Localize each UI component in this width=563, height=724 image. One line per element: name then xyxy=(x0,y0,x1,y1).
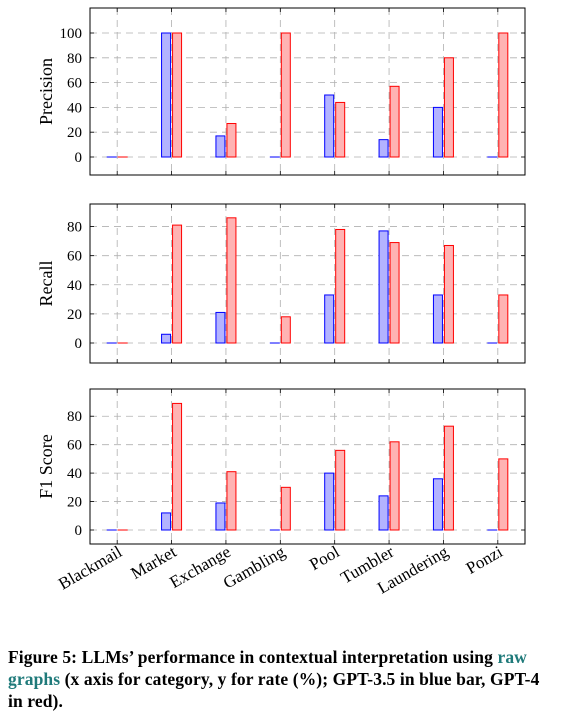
bar-gpt35-tumbler xyxy=(378,230,389,344)
bar-gpt4-market xyxy=(172,32,183,158)
caption-suffix: (x axis for category, y for rate (%); GP… xyxy=(8,669,540,711)
bar-gpt35-exchange xyxy=(215,502,226,531)
bar-gpt35-laundering xyxy=(432,294,443,344)
panel-f1-score: 0 20 40 60 80 F1 Score xyxy=(36,388,526,545)
x-category-label: Pool xyxy=(306,542,343,574)
bar-gpt4-laundering xyxy=(443,57,454,158)
y-tick-label: 80 xyxy=(67,220,82,236)
figure-caption: Figure 5: LLMs’ performance in contextua… xyxy=(8,646,556,712)
bar-gpt4-gambling xyxy=(280,32,291,158)
plot-frame xyxy=(89,203,526,364)
y-tick-label: 20 xyxy=(67,125,82,141)
plot-frame xyxy=(89,388,526,545)
bar-gpt35-pool xyxy=(324,294,335,344)
bar-gpt4-market xyxy=(172,402,183,531)
bar-gpt4-exchange xyxy=(226,123,237,158)
bar-gpt4-ponzi xyxy=(498,294,509,344)
bar-gpt35-pool xyxy=(324,472,335,531)
x-category-label: Gambling xyxy=(220,542,289,593)
bar-gpt35-tumbler xyxy=(378,495,389,531)
bar-gpt4-tumbler xyxy=(389,242,400,344)
bar-gpt4-gambling xyxy=(280,316,291,344)
bar-gpt35-tumbler xyxy=(378,139,389,158)
bar-gpt4-market xyxy=(172,224,183,344)
y-axis-label: Recall xyxy=(36,261,56,307)
bar-gpt35-market xyxy=(161,512,172,531)
y-tick-label: 60 xyxy=(67,438,82,454)
y-tick-label: 20 xyxy=(67,307,82,323)
caption-link-raw-graphs[interactable]: raw graphs xyxy=(8,647,527,689)
y-axis-label: F1 Score xyxy=(36,434,56,499)
x-category-label: Blackmail xyxy=(55,542,125,594)
panel-recall: 0 20 40 60 80 Recall xyxy=(36,203,526,364)
x-category-label: Ponzi xyxy=(463,542,506,578)
bar-gpt4-pool xyxy=(335,101,346,158)
bar-gpt4-ponzi xyxy=(498,458,509,531)
y-tick-label: 60 xyxy=(67,249,82,265)
y-tick-label: 20 xyxy=(67,495,82,511)
bar-gpt35-exchange xyxy=(215,135,226,158)
caption-prefix: Figure 5: LLMs’ performance in contextua… xyxy=(8,647,498,667)
y-tick-label: 100 xyxy=(60,26,83,42)
bar-gpt4-ponzi xyxy=(498,32,509,158)
bar-gpt4-tumbler xyxy=(389,441,400,531)
y-tick-label: 40 xyxy=(67,278,82,294)
bar-gpt35-laundering xyxy=(432,478,443,531)
bar-gpt4-laundering xyxy=(443,425,454,531)
y-tick-label: 0 xyxy=(75,523,83,539)
y-tick-label: 0 xyxy=(75,150,83,166)
bar-gpt4-pool xyxy=(335,228,346,344)
y-tick-label: 0 xyxy=(75,336,83,352)
bar-gpt4-gambling xyxy=(280,486,291,531)
y-tick-label: 40 xyxy=(67,100,82,116)
bar-gpt4-exchange xyxy=(226,217,237,344)
bar-gpt4-pool xyxy=(335,449,346,531)
y-tick-label: 80 xyxy=(67,409,82,425)
plot-frame xyxy=(89,7,526,176)
bar-gpt35-laundering xyxy=(432,106,443,158)
bar-gpt4-laundering xyxy=(443,244,454,344)
y-tick-label: 60 xyxy=(67,76,82,92)
bar-gpt35-pool xyxy=(324,94,335,158)
bar-gpt4-exchange xyxy=(226,471,237,531)
bar-gpt4-tumbler xyxy=(389,85,400,158)
bar-gpt35-market xyxy=(161,333,172,344)
y-axis-label: Precision xyxy=(36,58,56,125)
bar-gpt35-market xyxy=(161,32,172,158)
y-tick-label: 40 xyxy=(67,466,82,482)
y-tick-label: 80 xyxy=(67,51,82,67)
bar-gpt35-exchange xyxy=(215,311,226,344)
